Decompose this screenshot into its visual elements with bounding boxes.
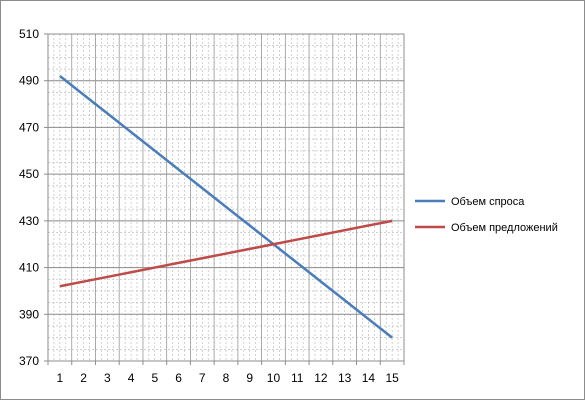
- x-tick-label: 6: [175, 371, 182, 385]
- x-tick-label: 9: [246, 371, 253, 385]
- x-tick-label: 14: [362, 371, 376, 385]
- x-tick-label: 7: [199, 371, 206, 385]
- series-layer: [59, 75, 393, 339]
- y-axis: 370 390 410 430 450 470 490 510: [19, 27, 48, 368]
- x-tick-label: 2: [80, 371, 87, 385]
- legend-label-1: Объем спроса: [451, 196, 525, 208]
- x-tick-label: 1: [57, 371, 64, 385]
- plot-border: [47, 33, 405, 362]
- y-tick-label: 430: [19, 214, 39, 228]
- y-tick-label: 450: [19, 167, 39, 181]
- series-line-2: [59, 219, 393, 288]
- y-tick-label: 390: [19, 307, 39, 321]
- x-axis: 1 2 3 4 5 6 7 8 9 10 11 12 13 14 15: [47, 361, 405, 385]
- legend-label-2: Объем предложений: [451, 222, 558, 234]
- y-tick-label: 370: [19, 354, 39, 368]
- x-tick-label: 3: [104, 371, 111, 385]
- x-tick-label: 4: [128, 371, 135, 385]
- y-tick-label: 410: [19, 261, 39, 275]
- x-tick-label: 12: [314, 371, 328, 385]
- legend: Объем спроса Объем предложений: [415, 196, 558, 234]
- x-tick-label: 5: [151, 371, 158, 385]
- x-tick-label: 8: [223, 371, 230, 385]
- y-tick-label: 490: [19, 74, 39, 88]
- y-tick-label: 470: [19, 120, 39, 134]
- x-tick-label: 15: [385, 371, 399, 385]
- y-tick-label: 510: [19, 27, 39, 41]
- series-line-1: [59, 75, 393, 339]
- x-tick-label: 13: [338, 371, 352, 385]
- x-tick-label: 10: [267, 371, 281, 385]
- x-tick-label: 11: [291, 371, 304, 385]
